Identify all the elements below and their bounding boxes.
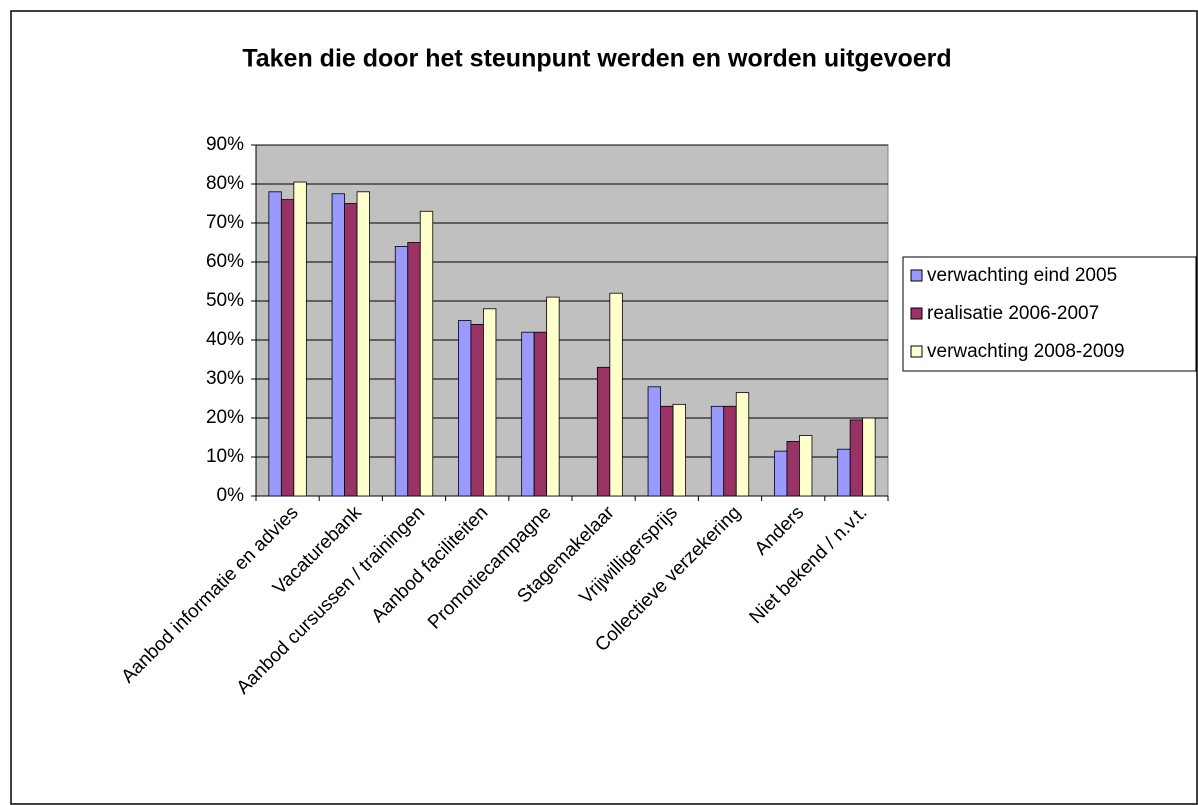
bar bbox=[774, 450, 788, 497]
y-tick-label: 0% bbox=[217, 485, 245, 506]
legend-label: realisatie 2006-2007 bbox=[927, 303, 1099, 324]
y-tick-label: 20% bbox=[206, 407, 244, 428]
bar bbox=[647, 386, 661, 497]
legend-box bbox=[902, 256, 1197, 372]
legend-swatch bbox=[910, 269, 923, 282]
legend-swatch bbox=[910, 307, 923, 320]
bar bbox=[280, 199, 295, 497]
bar bbox=[546, 296, 560, 497]
bar bbox=[533, 331, 548, 497]
y-tick-label: 70% bbox=[206, 212, 244, 233]
bar bbox=[344, 203, 358, 497]
bar bbox=[331, 193, 345, 497]
bar bbox=[862, 417, 876, 497]
bar bbox=[458, 320, 472, 497]
y-tick-label: 60% bbox=[206, 251, 244, 272]
bar bbox=[470, 323, 484, 497]
bar bbox=[521, 331, 535, 497]
bar bbox=[735, 392, 750, 497]
bar bbox=[407, 242, 421, 497]
bar bbox=[672, 403, 686, 497]
legend-label: verwachting eind 2005 bbox=[927, 265, 1117, 286]
legend-label: verwachting 2008-2009 bbox=[927, 341, 1125, 362]
y-tick-label: 80% bbox=[206, 173, 244, 194]
y-tick-label: 30% bbox=[206, 368, 244, 389]
bar bbox=[710, 405, 725, 497]
y-tick-label: 50% bbox=[206, 290, 244, 311]
bar bbox=[849, 419, 864, 497]
y-tick-label: 40% bbox=[206, 329, 244, 350]
y-tick-label: 10% bbox=[206, 446, 244, 467]
y-tick-label: 90% bbox=[206, 134, 244, 155]
bar bbox=[356, 191, 370, 497]
bar bbox=[837, 448, 851, 497]
bar bbox=[799, 435, 813, 497]
bar bbox=[394, 245, 409, 497]
legend-swatch bbox=[910, 345, 923, 358]
bar bbox=[660, 405, 674, 497]
bar bbox=[419, 210, 434, 497]
bar bbox=[596, 366, 611, 497]
chart-title: Taken die door het steunpunt werden en w… bbox=[242, 45, 951, 73]
bar bbox=[483, 308, 497, 497]
bar bbox=[723, 405, 737, 497]
bar bbox=[609, 292, 623, 497]
bar bbox=[268, 191, 282, 497]
bar bbox=[786, 440, 800, 497]
bar bbox=[293, 181, 307, 497]
